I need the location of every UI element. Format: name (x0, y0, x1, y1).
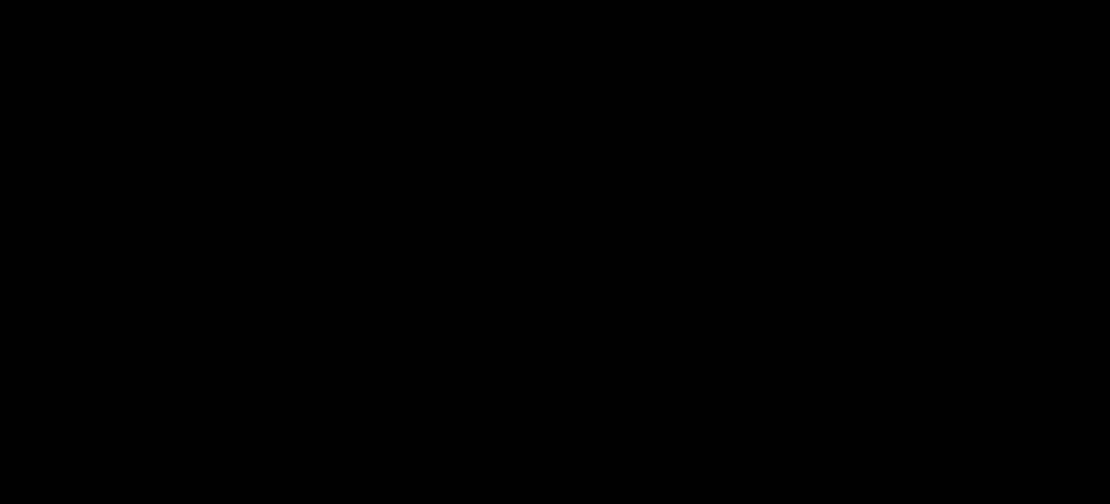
black-frame (0, 0, 1110, 504)
